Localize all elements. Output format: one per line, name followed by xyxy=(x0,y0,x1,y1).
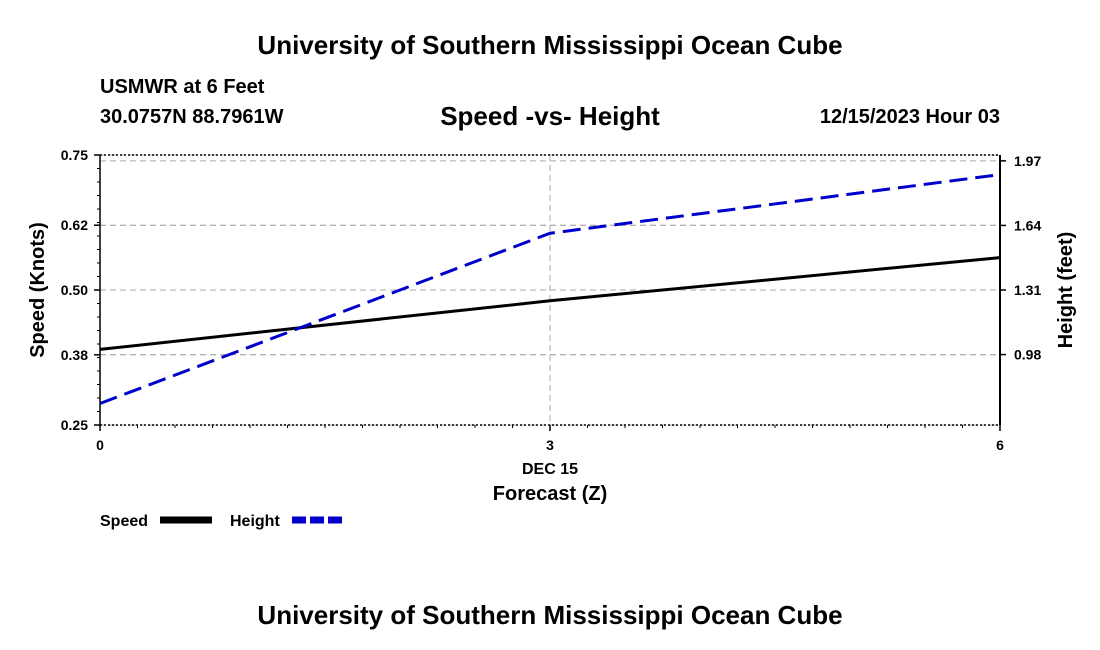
x-tick-label: 6 xyxy=(996,437,1004,453)
station-coordinates: 30.0757N 88.7961W xyxy=(100,106,284,128)
left-tick-label: 0.75 xyxy=(61,147,88,163)
series-layer xyxy=(99,173,1001,405)
right-tick-label: 1.31 xyxy=(1014,282,1041,298)
speed-series-line xyxy=(99,256,1001,351)
left-tick-label: 0.38 xyxy=(61,347,88,363)
right-tick-label: 1.97 xyxy=(1014,153,1041,169)
axes-layer xyxy=(94,154,1006,431)
legend-height-label: Height xyxy=(230,513,280,530)
right-tick-label: 1.64 xyxy=(1014,217,1041,233)
x-tick-label: 3 xyxy=(546,437,554,453)
left-y-axis-title: Speed (Knots) xyxy=(27,222,49,358)
x-date-label: DEC 15 xyxy=(522,461,578,478)
forecast-date-hour: 12/15/2023 Hour 03 xyxy=(819,106,1000,128)
x-tick-label: 0 xyxy=(96,437,104,453)
page-title-bottom: University of Southern Mississippi Ocean… xyxy=(257,600,843,630)
grid-layer xyxy=(100,154,1000,426)
height-series-line xyxy=(99,173,1001,405)
left-tick-label: 0.25 xyxy=(61,417,88,433)
right-tick-label: 0.98 xyxy=(1014,347,1041,363)
station-label: USMWR at 6 Feet xyxy=(100,76,265,98)
left-tick-label: 0.50 xyxy=(61,282,88,298)
x-axis-title: Forecast (Z) xyxy=(493,483,607,505)
legend-speed-label: Speed xyxy=(100,513,148,530)
labels-layer: 0.25 0.38 0.50 0.62 0.75 0.98 1.31 1.64 1.97 0 3 6 D… xyxy=(27,147,1077,505)
page-title-top: University of Southern Mississippi Ocean… xyxy=(257,30,843,60)
chart-legend: Speed Height xyxy=(100,513,342,530)
chart-title: Speed -vs- Height xyxy=(440,101,660,131)
right-y-axis-title: Height (feet) xyxy=(1055,232,1077,349)
left-tick-label: 0.62 xyxy=(61,217,88,233)
